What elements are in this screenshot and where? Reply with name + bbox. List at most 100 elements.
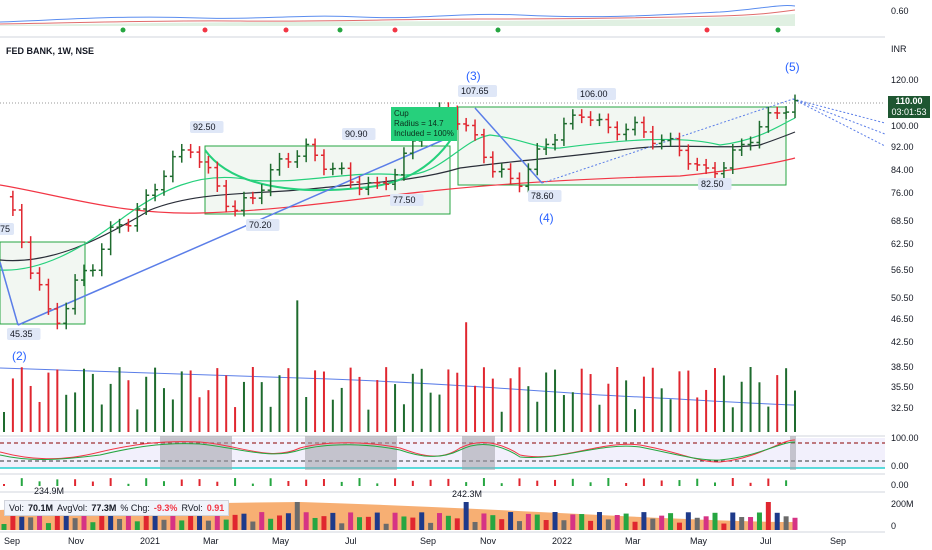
volume-bar bbox=[383, 523, 389, 530]
countdown: 03:01:53 bbox=[891, 107, 927, 117]
projection-line[interactable] bbox=[792, 98, 886, 124]
volume-bar bbox=[188, 514, 194, 530]
time-tick: Sep bbox=[4, 536, 20, 546]
volume-bar bbox=[792, 517, 798, 530]
volume-bar bbox=[712, 512, 718, 530]
symbol-title: FED BANK, 1W, NSE bbox=[6, 46, 95, 56]
vol-tick: 200M bbox=[891, 499, 914, 509]
price-tick: 92.00 bbox=[891, 142, 914, 152]
projection-line[interactable] bbox=[792, 98, 886, 147]
volume-bar bbox=[250, 521, 256, 530]
volume-bar bbox=[303, 512, 309, 530]
projection-line[interactable] bbox=[541, 98, 794, 184]
volume-bar bbox=[632, 521, 638, 530]
price-tick: 32.50 bbox=[891, 403, 914, 413]
volume-bar bbox=[543, 520, 549, 530]
volume-bar bbox=[739, 517, 745, 530]
volume-info-panel: Vol: 70.1M AvgVol: 77.3M % Chg: -9.3% RV… bbox=[4, 500, 230, 516]
price-tick: 46.50 bbox=[891, 314, 914, 324]
wave-label: (5) bbox=[785, 60, 800, 74]
volume-bar bbox=[241, 513, 247, 530]
volume-bar bbox=[348, 512, 354, 530]
price-label: 77.50 bbox=[393, 195, 416, 205]
cup-annotation[interactable]: Cup Radius = 14.7 Included = 100% bbox=[391, 107, 457, 141]
volume-bar bbox=[561, 520, 567, 530]
price-tick: 62.50 bbox=[891, 239, 914, 249]
cup-arc bbox=[204, 137, 453, 192]
volume-bar bbox=[579, 514, 585, 530]
volume-bar bbox=[357, 517, 363, 530]
price-label-bg bbox=[342, 128, 376, 140]
price-tick: 68.50 bbox=[891, 216, 914, 226]
price-label: 106.00 bbox=[580, 89, 608, 99]
volume-bar bbox=[161, 519, 167, 530]
price-label-bg bbox=[0, 223, 14, 235]
time-tick: 2022 bbox=[552, 536, 572, 546]
volume-bar bbox=[72, 518, 78, 530]
chg-label: % Chg: bbox=[120, 503, 150, 513]
volume-bar bbox=[481, 513, 487, 530]
volume-bar bbox=[392, 512, 398, 530]
ma-green bbox=[0, 117, 796, 271]
volume-bar bbox=[205, 520, 211, 530]
volume-bar bbox=[321, 516, 327, 530]
volume-bar bbox=[765, 502, 771, 530]
hist-tick: 0.00 bbox=[891, 480, 909, 490]
volume-bar bbox=[143, 513, 149, 530]
osc-tick: 100.00 bbox=[891, 433, 919, 443]
time-tick: Nov bbox=[480, 536, 497, 546]
trend-line[interactable] bbox=[17, 136, 451, 326]
volume-bar bbox=[748, 517, 754, 530]
volume-bar bbox=[277, 515, 283, 530]
price-labels: 92.50 70.20 90.90 77.50 107.65 78.60 106.00 82.… bbox=[0, 85, 732, 340]
price-label: 70.20 bbox=[249, 220, 272, 230]
osc-tick: 0.00 bbox=[891, 461, 909, 471]
price-tick: 56.50 bbox=[891, 265, 914, 275]
volume-bar bbox=[436, 513, 442, 530]
price-label-bg bbox=[390, 194, 424, 206]
range-box[interactable] bbox=[457, 106, 787, 186]
volume-bar bbox=[588, 520, 594, 530]
volume-bar bbox=[783, 516, 789, 530]
volume-bar bbox=[508, 512, 514, 530]
volume-bar bbox=[570, 514, 576, 530]
oscillator-panel bbox=[0, 435, 885, 470]
trend-line[interactable] bbox=[0, 261, 19, 326]
bottom-volume-bars bbox=[1, 502, 798, 530]
rvol-value: 0.91 bbox=[206, 503, 225, 513]
volume-bar bbox=[490, 515, 496, 530]
volume-bar bbox=[294, 502, 300, 530]
wave-label: (4) bbox=[539, 211, 554, 225]
time-tick: May bbox=[272, 536, 290, 546]
volume-bar bbox=[703, 516, 709, 530]
volume-bar bbox=[232, 514, 238, 530]
volume-bar bbox=[330, 512, 336, 530]
price-axis: 120.00110.00100.0092.0084.0076.0068.5062… bbox=[891, 75, 919, 413]
time-tick: Nov bbox=[68, 536, 85, 546]
volume-bar bbox=[445, 515, 451, 530]
price-label: 82.50 bbox=[701, 179, 724, 189]
volume-ma bbox=[0, 367, 796, 406]
cup-line: Included = 100% bbox=[394, 129, 454, 138]
time-tick: Jul bbox=[760, 536, 772, 546]
trend-line[interactable] bbox=[474, 107, 543, 184]
volume-bar bbox=[552, 512, 558, 530]
volume-bar bbox=[365, 516, 371, 530]
volume-bar bbox=[45, 523, 51, 530]
vol-label: Vol: bbox=[9, 503, 25, 513]
price-tick: 100.00 bbox=[891, 121, 919, 131]
avgvol-value: 77.3M bbox=[91, 503, 117, 513]
volume-bar bbox=[472, 521, 478, 530]
price-label: 92.50 bbox=[193, 122, 216, 132]
vol-value: 70.1M bbox=[28, 503, 54, 513]
time-tick: Sep bbox=[420, 536, 436, 546]
volume-bar bbox=[259, 512, 265, 530]
volume-bar bbox=[454, 518, 460, 530]
time-tick: Jul bbox=[345, 536, 357, 546]
projection-line[interactable] bbox=[792, 98, 886, 135]
volume-bar bbox=[268, 518, 274, 530]
volume-bar bbox=[614, 515, 620, 530]
time-axis: Sep Nov 2021 Mar May Jul Sep Nov 2022 Mar May Jul Se… bbox=[4, 536, 846, 546]
range-box[interactable] bbox=[0, 241, 86, 325]
